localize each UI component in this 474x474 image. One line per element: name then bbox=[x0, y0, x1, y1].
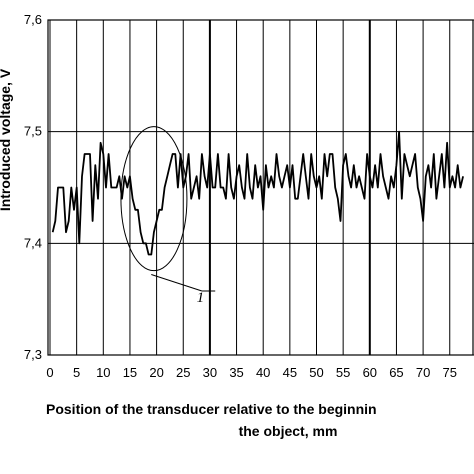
x-tick-label-15: 75 bbox=[443, 365, 457, 380]
x-tick-label-13: 65 bbox=[389, 365, 403, 380]
x-tick-label-14: 70 bbox=[416, 365, 430, 380]
x-tick-label-12: 60 bbox=[363, 365, 377, 380]
x-tick-label-2: 10 bbox=[96, 365, 110, 380]
x-tick-label-7: 35 bbox=[229, 365, 243, 380]
y-tick-labels: 7,3 7,4 7,5 7,6 bbox=[24, 12, 42, 362]
x-tick-label-9: 45 bbox=[283, 365, 297, 380]
x-tick-label-0: 0 bbox=[46, 365, 53, 380]
x-tick-label-5: 25 bbox=[176, 365, 190, 380]
x-tick-label-1: 5 bbox=[73, 365, 80, 380]
x-tick-label-4: 20 bbox=[149, 365, 163, 380]
x-tick-labels: 0 5 10 15 20 25 30 35 40 45 50 55 60 65 70 75 bbox=[46, 365, 457, 380]
x-tick-label-11: 55 bbox=[336, 365, 350, 380]
y-tick-label-0: 7,3 bbox=[24, 347, 42, 362]
annotation-leader-line bbox=[151, 274, 203, 292]
x-tick-label-6: 30 bbox=[203, 365, 217, 380]
y-axis-title: Introduced voltage, V bbox=[0, 68, 13, 211]
y-tick-label-1: 7,4 bbox=[24, 235, 42, 250]
x-tick-label-8: 40 bbox=[256, 365, 270, 380]
plot-frame bbox=[47, 19, 474, 356]
x-axis-title-line2: the object, mm bbox=[239, 423, 338, 439]
y-tick-label-3: 7,6 bbox=[24, 12, 42, 27]
x-axis-title-line1: Position of the transducer relative to t… bbox=[46, 401, 377, 417]
y-tick-label-2: 7,5 bbox=[24, 124, 42, 139]
x-tick-label-10: 50 bbox=[309, 365, 323, 380]
annotation-ellipse bbox=[120, 126, 188, 272]
annotation-label: 1 bbox=[197, 290, 205, 306]
x-tick-label-3: 15 bbox=[123, 365, 137, 380]
